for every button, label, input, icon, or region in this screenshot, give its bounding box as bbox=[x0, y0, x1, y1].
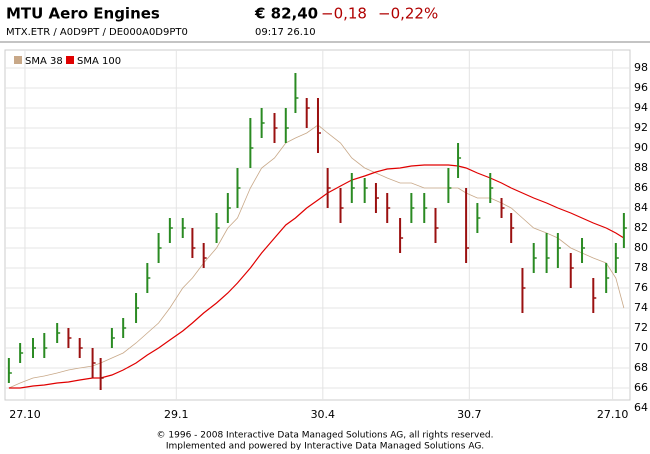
y-tick-label: 98 bbox=[634, 61, 648, 74]
sma-line bbox=[8, 164, 625, 389]
plot-frame bbox=[4, 49, 631, 401]
y-tick-label: 68 bbox=[634, 361, 648, 374]
y-tick-label: 92 bbox=[634, 121, 648, 134]
y-tick-label: 72 bbox=[634, 321, 648, 334]
y-tick-label: 82 bbox=[634, 221, 648, 234]
legend-label: SMA 100 bbox=[77, 56, 121, 67]
y-tick-label: 88 bbox=[634, 161, 648, 174]
x-tick-label: 27.10 bbox=[9, 408, 41, 421]
sma-line bbox=[8, 124, 625, 389]
x-tick-label: 27.10 bbox=[597, 408, 629, 421]
y-tick-label: 66 bbox=[634, 381, 648, 394]
y-tick-label: 96 bbox=[634, 81, 648, 94]
legend-label: SMA 38 bbox=[25, 56, 63, 67]
y-tick-label: 90 bbox=[634, 141, 648, 154]
time: 09:17 26.10 bbox=[255, 27, 316, 38]
price: € 82,40 bbox=[254, 5, 318, 23]
legend-swatch bbox=[14, 56, 22, 64]
y-tick-label: 94 bbox=[634, 101, 648, 114]
y-tick-label: 78 bbox=[634, 261, 648, 274]
footer: © 1996 - 2008 Interactive Data Managed S… bbox=[157, 431, 494, 441]
x-tick-label: 30.7 bbox=[457, 408, 482, 421]
x-tick-label: 30.4 bbox=[311, 408, 336, 421]
y-tick-label: 84 bbox=[634, 201, 648, 214]
y-tick-label: 70 bbox=[634, 341, 648, 354]
title: MTU Aero Engines bbox=[6, 5, 160, 23]
y-tick-label: 76 bbox=[634, 281, 648, 294]
change: −0,18 bbox=[321, 5, 367, 23]
x-tick-label: 29.1 bbox=[164, 408, 189, 421]
y-tick-label: 80 bbox=[634, 241, 648, 254]
y-tick-label: 74 bbox=[634, 301, 648, 314]
footer: Implemented and powered by Interactive D… bbox=[166, 442, 484, 451]
legend-swatch bbox=[66, 56, 74, 64]
identifiers: MTX.ETR / A0D9PT / DE000A0D9PT0 bbox=[6, 27, 188, 38]
y-tick-label: 64 bbox=[634, 401, 648, 414]
change-pct: −0,22% bbox=[378, 5, 438, 23]
y-tick-label: 86 bbox=[634, 181, 648, 194]
